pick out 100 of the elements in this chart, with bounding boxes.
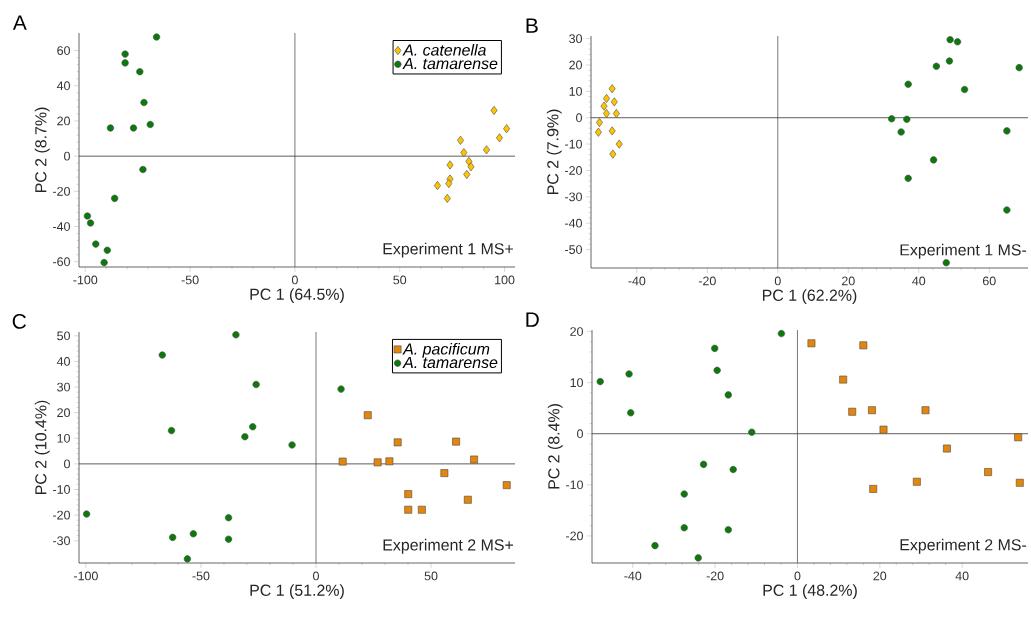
point (897, 128, 905, 136)
x-axis-title: PC 1 (48.2%) (763, 584, 857, 600)
point (610, 97, 618, 107)
x-tick-label: 0 (794, 571, 801, 581)
point (136, 68, 144, 76)
x-tick-label: -40 (628, 276, 646, 286)
x-tick-label: 20 (873, 571, 887, 581)
y-tick-label: 20 (569, 60, 582, 70)
point (848, 407, 857, 416)
x-axis-title: PC 1 (64.5%) (250, 288, 344, 304)
point (943, 444, 951, 453)
point (417, 505, 426, 514)
point (224, 535, 233, 543)
y-axis-title: PC 2 (8.7%) (34, 107, 50, 193)
y-axis-title: PC 2 (10.4%) (34, 400, 50, 495)
point (503, 124, 511, 134)
point (100, 259, 108, 267)
y-tick-label: -20 (53, 510, 70, 520)
y-tick-label: 60 (57, 46, 70, 55)
point (463, 495, 472, 504)
point (699, 460, 708, 468)
point (1015, 64, 1023, 72)
x-tick-label: 40 (912, 276, 926, 286)
point (869, 485, 878, 493)
y-tick-label: 50 (57, 331, 70, 341)
point (457, 135, 464, 145)
point (241, 433, 249, 441)
point (404, 490, 413, 498)
y-tick-label: 20 (57, 116, 70, 126)
point (404, 505, 413, 514)
y-tick-label: -50 (565, 245, 582, 254)
point (603, 109, 610, 118)
y-tick-label: -30 (565, 192, 582, 202)
legend-label: A. pacificum (402, 342, 490, 358)
x-tick-label: -20 (706, 571, 724, 581)
x-axis-title: PC 1 (62.2%) (762, 289, 857, 305)
point (445, 179, 453, 189)
point (1014, 433, 1023, 442)
point (946, 36, 954, 44)
point (140, 98, 148, 107)
point (373, 458, 382, 467)
point (111, 194, 119, 202)
point (594, 127, 602, 137)
chart-title: D (526, 312, 539, 327)
point (460, 148, 468, 158)
y-tick-label: -10 (53, 485, 70, 494)
point (904, 80, 912, 88)
point (713, 366, 721, 374)
x-tick-label: -50 (192, 571, 210, 581)
point (608, 84, 616, 94)
point (960, 85, 969, 94)
point (452, 437, 460, 446)
point (490, 105, 498, 115)
y-axis-title: PC 2 (8.4%) (547, 404, 563, 489)
point (921, 406, 930, 415)
point (777, 329, 785, 338)
point (615, 139, 623, 149)
point (680, 524, 688, 532)
y-tick-label: -10 (565, 139, 582, 149)
point (121, 59, 129, 67)
point (903, 115, 911, 123)
annotation: Experiment 2 MS- (900, 538, 1027, 554)
y-tick-label: -60 (53, 257, 70, 267)
point (146, 120, 154, 129)
point (724, 391, 732, 399)
point (446, 160, 454, 170)
point (904, 174, 912, 182)
x-tick-label: 20 (841, 276, 855, 286)
point (232, 331, 240, 339)
chart-title: B (526, 18, 538, 33)
y-tick-label: -40 (53, 222, 70, 231)
point (603, 94, 610, 103)
point (363, 411, 372, 420)
point (929, 156, 938, 164)
x-tick-label: 0 (313, 571, 319, 581)
point (92, 240, 100, 248)
point (724, 526, 732, 534)
point (1003, 206, 1011, 214)
point (83, 510, 91, 518)
point (729, 465, 737, 474)
point (1003, 127, 1011, 135)
point (224, 514, 233, 522)
x-tick-label: -50 (181, 275, 199, 285)
point (129, 124, 138, 132)
x-tick-label: 0 (291, 275, 298, 285)
y-tick-label: 30 (569, 34, 582, 44)
point (748, 428, 756, 436)
y-axis-title: PC 2 (7.9%) (546, 109, 562, 195)
x-tick-label: -100 (73, 571, 98, 581)
point (888, 115, 896, 123)
x-tick-label: 0 (774, 276, 781, 286)
x-tick-label: -40 (624, 571, 642, 581)
point (953, 38, 962, 46)
point (121, 50, 129, 58)
y-tick-label: 10 (570, 378, 583, 388)
point (338, 457, 347, 466)
point (945, 57, 954, 65)
point (106, 124, 115, 132)
y-tick-label: 10 (57, 433, 70, 443)
point (612, 109, 620, 118)
